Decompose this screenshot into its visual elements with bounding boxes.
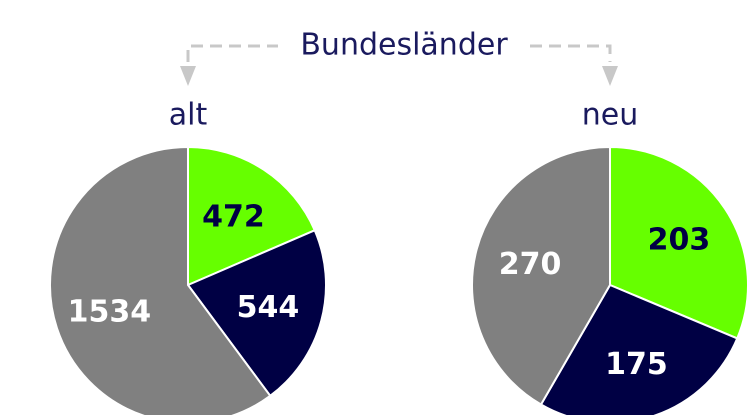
data-label: 203: [648, 223, 711, 258]
pie-slice: [471, 145, 611, 406]
data-label: 544: [237, 290, 300, 325]
pie-slice: [49, 145, 272, 415]
connector: [186, 44, 612, 62]
pie-slice: [186, 228, 327, 398]
pie-title: neu: [582, 98, 638, 133]
connector-left: [186, 44, 278, 62]
pie-title: alt: [169, 98, 208, 133]
data-label: 175: [605, 347, 668, 382]
data-label: 1534: [68, 294, 152, 329]
connector-right: [530, 44, 612, 62]
data-label: 472: [202, 199, 265, 234]
arrow-left: [180, 66, 196, 86]
arrow-right: [602, 66, 618, 86]
header: Bundesländer: [300, 28, 508, 63]
pie-slice: [609, 145, 749, 340]
pie-slice: [539, 283, 739, 415]
pie-slice: [187, 145, 316, 287]
data-label: 270: [499, 247, 562, 282]
